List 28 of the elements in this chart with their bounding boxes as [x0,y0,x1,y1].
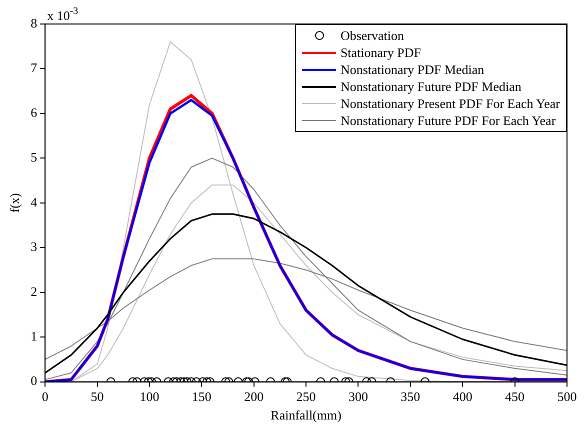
y-tick-label: 3 [30,239,38,254]
y-tick-label: 4 [30,194,38,210]
y-tick-label: 8 [30,15,38,30]
y-tick-label: 2 [30,284,38,299]
x-tick-label: 450 [505,389,525,404]
y-axis-title: f(x) [7,193,22,213]
x-tick-label: 400 [452,389,472,404]
y-tick-label: 6 [30,104,38,120]
x-tick-label: 0 [42,389,48,404]
x-tick-label: 100 [140,389,160,404]
x-tick-label: 200 [244,389,264,404]
x-tick-label: 50 [90,389,104,404]
legend-label: Nonstationary Present PDF For Each Year [340,95,560,112]
legend-label: Observation [340,27,404,44]
x-tick-label: 500 [557,389,577,404]
x-tick-label: 250 [296,389,316,404]
y-tick-label: 0 [30,373,38,388]
legend-label: Stationary PDF [340,44,421,61]
legend-label: Nonstationary PDF Median [340,61,484,78]
y-tick-label: 7 [30,60,38,76]
legend-label: Nonstationary Future PDF For Each Year [340,112,556,129]
x-tick-label: 150 [192,389,212,404]
y-tick-label: 1 [30,328,38,344]
x-tick-label: 350 [400,389,420,404]
x-tick-label: 300 [348,389,368,404]
y-tick-label: 5 [30,150,38,165]
legend-label: Nonstationary Future PDF Median [340,78,522,95]
x-axis-title: Rainfall(mm) [270,408,342,423]
